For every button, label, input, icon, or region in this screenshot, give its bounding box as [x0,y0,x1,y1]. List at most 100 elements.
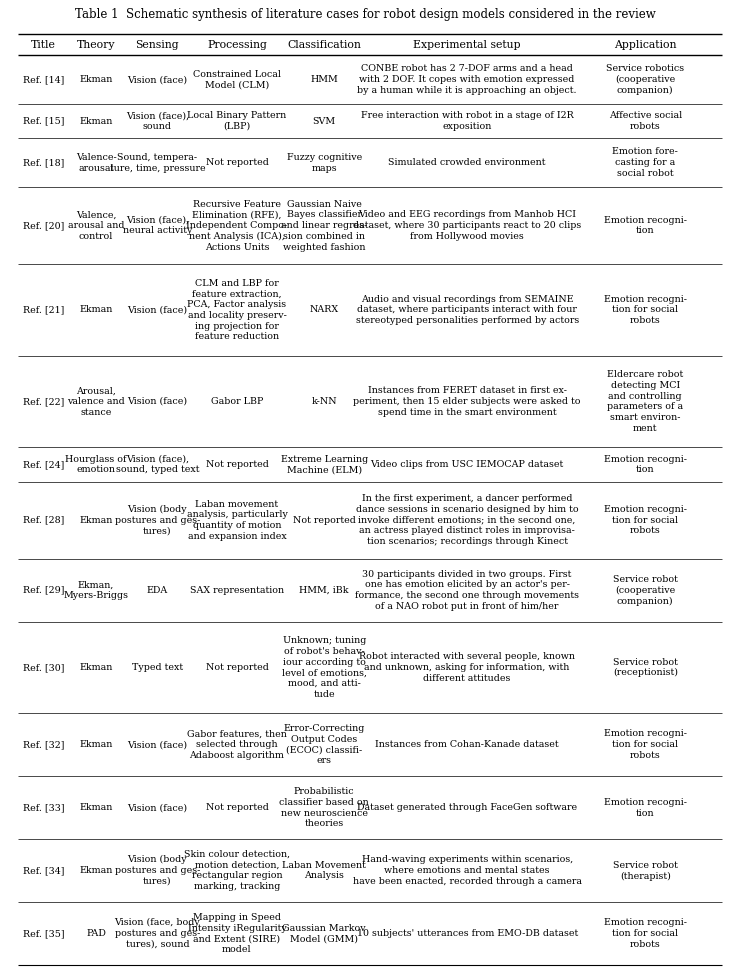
Text: Vision (face): Vision (face) [127,305,188,314]
Text: Arousal,
valence and
stance: Arousal, valence and stance [67,386,125,417]
Text: Gabor features, then
selected through
Adaboost algorithm: Gabor features, then selected through Ad… [187,729,287,760]
Text: Eldercare robot
detecting MCI
and controlling
parameters of a
smart environ-
men: Eldercare robot detecting MCI and contro… [607,370,683,432]
Text: Processing: Processing [207,40,267,50]
Text: Constrained Local
Model (CLM): Constrained Local Model (CLM) [193,69,281,90]
Text: Ref. [15]: Ref. [15] [23,116,64,126]
Text: In the first experiment, a dancer performed
dance sessions in scenario designed : In the first experiment, a dancer perfor… [356,494,578,547]
Text: Ref. [18]: Ref. [18] [23,158,64,167]
Text: Ekman,
Myers-Briggs: Ekman, Myers-Briggs [64,581,128,600]
Text: Ekman: Ekman [80,75,113,84]
Text: Gaussian Naive
Bayes classifier
and linear regres-
sion combined in
weighted fas: Gaussian Naive Bayes classifier and line… [281,200,367,252]
Text: Gaussian Markov
Model (GMM): Gaussian Markov Model (GMM) [283,923,366,944]
Text: Ekman: Ekman [80,116,113,126]
Text: Hourglass of
emotion: Hourglass of emotion [66,455,127,474]
Text: Emotion recogni-
tion for social
robots: Emotion recogni- tion for social robots [604,918,687,949]
Text: NARX: NARX [310,305,339,314]
Text: Error-Correcting
Output Codes
(ECOC) classifi-
ers: Error-Correcting Output Codes (ECOC) cla… [283,724,365,765]
Text: Classification: Classification [288,40,361,50]
Text: Title: Title [31,40,55,50]
Text: k-NN: k-NN [312,397,337,406]
Text: EDA: EDA [147,586,168,594]
Text: Not reported: Not reported [206,663,269,672]
Text: CONBE robot has 2 7-DOF arms and a head
with 2 DOF. It copes with emotion expres: CONBE robot has 2 7-DOF arms and a head … [358,64,577,95]
Text: Instances from Cohan-Kanade dataset: Instances from Cohan-Kanade dataset [375,740,559,750]
Text: Unknown; tuning
of robot's behav-
iour according to
level of emotions,
mood, and: Unknown; tuning of robot's behav- iour a… [282,636,366,699]
Text: Vision (face, body
postures and ges-
tures), sound: Vision (face, body postures and ges- tur… [115,918,200,949]
Text: Probabilistic
classifier based on
new neuroscience
theories: Probabilistic classifier based on new ne… [280,787,369,829]
Text: Recursive Feature
Elimination (RFE),
Independent Compo-
nent Analysis (ICA),
Act: Recursive Feature Elimination (RFE), Ind… [186,199,288,252]
Text: Laban movement
analysis, particularly
quantity of motion
and expansion index: Laban movement analysis, particularly qu… [186,500,288,541]
Text: Ref. [14]: Ref. [14] [23,75,64,84]
Text: Service robot
(receptionist): Service robot (receptionist) [612,658,677,677]
Text: Valence-
arousal: Valence- arousal [76,153,117,173]
Text: Audio and visual recordings from SEMAINE
dataset, where participants interact wi: Audio and visual recordings from SEMAINE… [356,295,579,325]
Text: Gabor LBP: Gabor LBP [211,397,263,406]
Text: HMM: HMM [310,75,338,84]
Text: Ref. [20]: Ref. [20] [23,222,64,230]
Text: Skin colour detection,
motion detection,
rectangular region
marking, tracking: Skin colour detection, motion detection,… [184,850,290,891]
Text: HMM, iBk: HMM, iBk [299,586,349,594]
Text: Ref. [34]: Ref. [34] [23,866,64,875]
Text: Ref. [32]: Ref. [32] [23,740,64,750]
Text: Vision (body
postures and ges-
tures): Vision (body postures and ges- tures) [115,505,200,536]
Text: Ekman: Ekman [80,803,113,812]
Text: 30 participants divided in two groups. First
one has emotion elicited by an acto: 30 participants divided in two groups. F… [356,570,579,611]
Text: Dataset generated through FaceGen software: Dataset generated through FaceGen softwa… [357,803,577,812]
Text: Vision (face): Vision (face) [127,803,188,812]
Text: Not reported: Not reported [293,515,356,525]
Text: Ref. [30]: Ref. [30] [23,663,64,672]
Text: Service robot
(therapist): Service robot (therapist) [612,861,677,880]
Text: Ekman: Ekman [80,866,113,875]
Text: 10 subjects' utterances from EMO-DB dataset: 10 subjects' utterances from EMO-DB data… [356,929,577,938]
Text: Emotion recogni-
tion: Emotion recogni- tion [604,216,687,235]
Text: Vision (face): Vision (face) [127,397,188,406]
Text: Sound, tempera-
ture, time, pressure: Sound, tempera- ture, time, pressure [110,153,205,173]
Text: Hand-waving experiments within scenarios,
where emotions and mental states
have : Hand-waving experiments within scenarios… [353,855,582,886]
Text: Fuzzy cognitive
maps: Fuzzy cognitive maps [287,153,362,173]
Text: Typed text: Typed text [132,663,183,672]
Text: PAD: PAD [86,929,106,938]
Text: Vision (face),
sound, typed text: Vision (face), sound, typed text [115,455,199,474]
Text: Ekman: Ekman [80,663,113,672]
Text: Application: Application [614,40,677,50]
Text: Ekman: Ekman [80,305,113,314]
Text: Emotion fore-
casting for a
social robot: Emotion fore- casting for a social robot [612,147,678,178]
Text: Not reported: Not reported [206,460,269,468]
Text: Emotion recogni-
tion: Emotion recogni- tion [604,797,687,818]
Text: Emotion recogni-
tion: Emotion recogni- tion [604,455,687,474]
Text: Instances from FERET dataset in first ex-
periment, then 15 elder subjects were : Instances from FERET dataset in first ex… [353,386,581,417]
Text: Laban Movement
Analysis: Laban Movement Analysis [283,861,366,880]
Text: Ekman: Ekman [80,740,113,750]
Text: Ref. [21]: Ref. [21] [23,305,64,314]
Text: Local Binary Pattern
(LBP): Local Binary Pattern (LBP) [188,111,287,131]
Text: Experimental setup: Experimental setup [413,40,521,50]
Text: CLM and LBP for
feature extraction,
PCA, Factor analysis
and locality preserv-
i: CLM and LBP for feature extraction, PCA,… [188,278,286,342]
Text: Mapping in Speed
Intensity iRegularity
and Extent (SIRE)
model: Mapping in Speed Intensity iRegularity a… [188,913,286,955]
Text: Video and EEG recordings from Manhob HCI
dataset, where 30 participants react to: Video and EEG recordings from Manhob HCI… [353,211,581,241]
Text: Free interaction with robot in a stage of I2R
exposition: Free interaction with robot in a stage o… [361,111,574,131]
Text: Emotion recogni-
tion for social
robots: Emotion recogni- tion for social robots [604,295,687,325]
Text: Ref. [28]: Ref. [28] [23,515,64,525]
Text: Service robotics
(cooperative
companion): Service robotics (cooperative companion) [606,64,684,95]
Text: Sensing: Sensing [136,40,179,50]
Text: SVM: SVM [312,116,336,126]
Text: Vision (face): Vision (face) [127,75,188,84]
Text: Emotion recogni-
tion for social
robots: Emotion recogni- tion for social robots [604,729,687,760]
Text: Theory: Theory [77,40,115,50]
Text: Service robot
(cooperative
companion): Service robot (cooperative companion) [612,575,677,606]
Text: Not reported: Not reported [206,803,269,812]
Text: Ref. [35]: Ref. [35] [23,929,64,938]
Text: Vision (body
postures and ges-
tures): Vision (body postures and ges- tures) [115,855,200,886]
Text: Vision (face): Vision (face) [127,740,188,750]
Text: Robot interacted with several people, known
and unknown, asking for information,: Robot interacted with several people, kn… [359,652,575,683]
Text: Vision (face),
neural activity: Vision (face), neural activity [123,216,192,235]
Text: Valence,
arousal and
control: Valence, arousal and control [68,211,124,241]
Text: Emotion recogni-
tion for social
robots: Emotion recogni- tion for social robots [604,505,687,536]
Text: Ekman: Ekman [80,515,113,525]
Text: Simulated crowded environment: Simulated crowded environment [388,158,546,167]
Text: Not reported: Not reported [206,158,269,167]
Text: Ref. [22]: Ref. [22] [23,397,64,406]
Text: Video clips from USC IEMOCAP dataset: Video clips from USC IEMOCAP dataset [371,460,564,468]
Text: Ref. [33]: Ref. [33] [23,803,64,812]
Text: Ref. [24]: Ref. [24] [23,460,64,468]
